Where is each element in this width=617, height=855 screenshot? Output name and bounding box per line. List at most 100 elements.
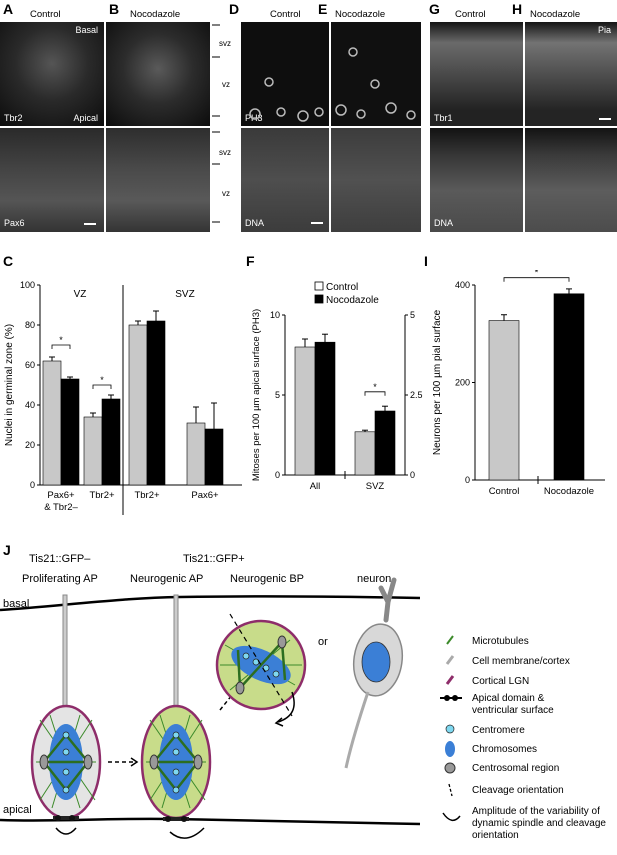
legend-centromere: Centromere bbox=[472, 725, 525, 736]
y-tick-label: 100 bbox=[20, 280, 35, 290]
micrograph-label-ph3: PH3 bbox=[245, 113, 263, 123]
condition-label-h: Nocodazole bbox=[530, 9, 581, 20]
label-proliferating-ap: Proliferating AP bbox=[22, 573, 98, 585]
bar bbox=[101, 398, 121, 486]
sig-c-2-bracket bbox=[92, 384, 112, 389]
chart-c: 0 20 40 60 80 100 Nuclei in germinal zone (%) V… bbox=[4, 280, 242, 515]
mitotic-cells-overlay bbox=[249, 47, 416, 122]
legend-swatch bbox=[314, 281, 324, 291]
cell-neurogenic-bp bbox=[215, 613, 307, 727]
sig-c-2-star: * bbox=[100, 375, 104, 385]
category-label: Control bbox=[489, 486, 520, 497]
condition-label-a: Control bbox=[30, 9, 61, 20]
legend-swatch bbox=[314, 294, 324, 304]
label-or: or bbox=[318, 636, 328, 648]
micrograph-a-tbr2: Basal Tbr2 Apical bbox=[0, 22, 104, 126]
bar bbox=[488, 320, 520, 481]
y-tick-label: 0 bbox=[275, 470, 280, 480]
sig-f-star: * bbox=[373, 382, 377, 392]
condition-label-d: Control bbox=[270, 9, 301, 20]
basal-surface bbox=[0, 595, 421, 612]
panel-letter-h: H bbox=[512, 1, 523, 17]
panel-letter-j: J bbox=[3, 542, 11, 558]
category-label: All bbox=[310, 481, 321, 492]
micrograph-b-tbr2 bbox=[106, 22, 210, 126]
bar bbox=[83, 416, 103, 486]
micrograph-label-apical: Apical bbox=[73, 113, 98, 123]
legend-symbols bbox=[440, 635, 462, 822]
micrograph-label-pax6: Pax6 bbox=[4, 218, 25, 228]
y-tick-label: 40 bbox=[25, 400, 35, 410]
micrograph-h-tbr1: Pia bbox=[525, 22, 617, 126]
bar bbox=[128, 324, 148, 486]
y-axis-label: Nuclei in germinal zone (%) bbox=[4, 324, 15, 446]
legend-apical-1: Apical domain & bbox=[472, 693, 545, 704]
y-tick-label: 5 bbox=[275, 390, 280, 400]
schematic-j: Tis21::GFP– Tis21::GFP+ Proliferating AP… bbox=[0, 553, 606, 841]
label-apical: apical bbox=[3, 804, 32, 816]
bar bbox=[146, 320, 166, 486]
cell-proliferating-ap bbox=[30, 594, 102, 835]
bar bbox=[60, 378, 80, 486]
chart-i: 0 200 400 Neurons per 100 µm pial surface Co… bbox=[432, 270, 605, 497]
legend-lgn: Cortical LGN bbox=[472, 676, 529, 687]
category-label: Pax6+ bbox=[47, 490, 75, 501]
bar bbox=[42, 360, 62, 486]
cell-neurogenic-ap bbox=[140, 594, 212, 839]
category-label: Tbr2+ bbox=[89, 490, 115, 501]
legend-centrosomal: Centrosomal region bbox=[472, 763, 559, 774]
micrograph-d-dna: DNA bbox=[241, 128, 329, 232]
micrograph-g-dna: DNA bbox=[430, 128, 523, 232]
micrograph-e-dna bbox=[331, 128, 421, 232]
panel-letter-i: I bbox=[424, 253, 428, 269]
panel-letter-d: D bbox=[229, 1, 240, 17]
label-neurogenic-ap: Neurogenic AP bbox=[130, 573, 203, 585]
y-tick-label: 200 bbox=[455, 378, 470, 388]
micrograph-label-pia: Pia bbox=[597, 25, 611, 35]
y-axis-label: Mitoses per 100 µm apical surface (PH3) bbox=[251, 309, 262, 481]
sig-f-bracket bbox=[364, 391, 386, 396]
y-tick-label: 20 bbox=[25, 440, 35, 450]
micrograph-g-tbr1: Tbr1 bbox=[430, 22, 523, 126]
legend-microtubules: Microtubules bbox=[472, 636, 529, 647]
micrograph-label-basal: Basal bbox=[75, 25, 98, 35]
chart-f: 0 5 10 0 2.5 5 Mitoses per 100 µm apical surfa… bbox=[251, 281, 423, 492]
header-tis21-gfp-neg: Tis21::GFP– bbox=[29, 553, 91, 565]
zone-label-svz-1: svz bbox=[219, 39, 231, 48]
bar bbox=[314, 341, 336, 476]
legend-membrane: Cell membrane/cortex bbox=[472, 656, 570, 667]
y-tick-label: 10 bbox=[270, 310, 280, 320]
y-tick-label: 0 bbox=[465, 475, 470, 485]
zone-ticks bbox=[212, 24, 220, 223]
label-neuron: neuron bbox=[357, 573, 391, 585]
y-tick-label: 80 bbox=[25, 320, 35, 330]
legend-label: Nocodazole bbox=[326, 295, 379, 306]
label-basal: basal bbox=[3, 598, 29, 610]
condition-label-b: Nocodazole bbox=[130, 9, 181, 20]
bar bbox=[354, 431, 376, 476]
panel-letter-g: G bbox=[429, 1, 440, 17]
y-tick-label: 400 bbox=[455, 280, 470, 290]
legend-texts: Microtubules Cell membrane/cortex Cortic… bbox=[472, 636, 606, 841]
micrograph-label-dna-d: DNA bbox=[245, 218, 265, 228]
panel-letter-c: C bbox=[3, 253, 14, 269]
bar bbox=[374, 410, 396, 476]
scale-bar-a bbox=[84, 223, 96, 225]
scale-bar-d bbox=[311, 222, 323, 224]
category-label: Nocodazole bbox=[544, 486, 594, 497]
bar bbox=[204, 428, 224, 486]
category-label: & Tbr2– bbox=[44, 502, 78, 513]
micrograph-h-dna bbox=[525, 128, 617, 232]
condition-label-e: Nocodazole bbox=[335, 9, 386, 20]
scale-bar-h bbox=[599, 118, 611, 120]
legend-cleavage: Cleavage orientation bbox=[472, 785, 564, 796]
legend-amplitude-2: dynamic spindle and cleavage bbox=[472, 818, 606, 829]
y2-tick-label: 2.5 bbox=[410, 390, 423, 400]
micrograph-a-pax6: Pax6 bbox=[0, 128, 104, 232]
group-header-vz: VZ bbox=[74, 289, 87, 300]
y-tick-label: 0 bbox=[30, 480, 35, 490]
cell-neuron bbox=[344, 577, 404, 769]
zone-label-vz-2: vz bbox=[222, 189, 230, 198]
panel-letter-f: F bbox=[246, 253, 255, 269]
condition-label-g: Control bbox=[455, 9, 486, 20]
